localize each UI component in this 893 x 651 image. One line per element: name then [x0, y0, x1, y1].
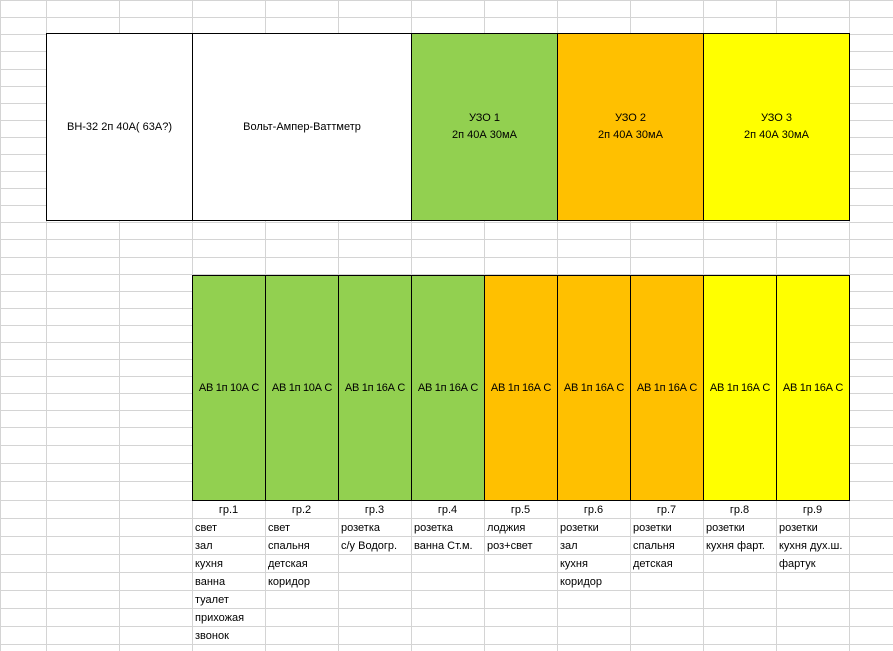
group-header: гр.9 — [802, 504, 823, 516]
group-item: ванна Ст.м. — [414, 540, 473, 552]
rcd-1-box-line: 2п 40А 30мА — [452, 129, 517, 141]
group-item: кухня дух.ш. — [779, 540, 843, 552]
group-item: детская — [633, 558, 673, 570]
breaker-3-box[interactable]: АВ 1п 16А С — [338, 275, 412, 501]
breaker-6-box[interactable]: АВ 1п 16А С — [557, 275, 631, 501]
breaker-label: АВ 1п 16А С — [636, 381, 698, 394]
rcd-1-box-line: УЗО 1 — [469, 112, 500, 124]
group-item: розетка — [341, 522, 380, 534]
main-switch-box[interactable]: ВН-32 2п 40А( 63А?) — [46, 33, 193, 221]
breaker-8-box[interactable]: АВ 1п 16А С — [703, 275, 777, 501]
group-item: спальня — [268, 540, 310, 552]
breaker-4-box[interactable]: АВ 1п 16А С — [411, 275, 485, 501]
rcd-2-box-line: УЗО 2 — [615, 112, 646, 124]
breaker-2-box[interactable]: АВ 1п 10А С — [265, 275, 339, 501]
breaker-5-box[interactable]: АВ 1п 16А С — [484, 275, 558, 501]
rcd-3-box-line: 2п 40А 30мА — [744, 129, 809, 141]
breaker-label: АВ 1п 16А С — [709, 381, 771, 394]
group-item: лоджия — [487, 522, 526, 534]
group-item: свет — [268, 522, 291, 534]
rcd-1-box[interactable]: УЗО 1 2п 40А 30мА — [411, 33, 558, 221]
breaker-label: АВ 1п 16А С — [344, 381, 406, 394]
rcd-3-box[interactable]: УЗО 3 2п 40А 30мА — [703, 33, 850, 221]
group-header: гр.4 — [437, 504, 458, 516]
group-item: детская — [268, 558, 308, 570]
group-item: кухня — [195, 558, 223, 570]
group-header: гр.8 — [729, 504, 750, 516]
group-header: гр.5 — [510, 504, 531, 516]
breaker-7-box[interactable]: АВ 1п 16А С — [630, 275, 704, 501]
group-item: коридор — [268, 576, 310, 588]
group-item: с/у Водогр. — [341, 540, 398, 552]
group-item: фартук — [779, 558, 816, 570]
rcd-2-box-line: 2п 40А 30мА — [598, 129, 663, 141]
breaker-9-box[interactable]: АВ 1п 16А С — [776, 275, 850, 501]
group-header: гр.3 — [364, 504, 385, 516]
group-item: звонок — [195, 630, 229, 642]
rcd-2-box[interactable]: УЗО 2 2п 40А 30мА — [557, 33, 704, 221]
group-header: гр.2 — [291, 504, 312, 516]
group-header: гр.6 — [583, 504, 604, 516]
group-item: кухня — [560, 558, 588, 570]
breaker-label: АВ 1п 16А С — [563, 381, 625, 394]
breaker-label: АВ 1п 16А С — [417, 381, 479, 394]
group-item: зал — [560, 540, 578, 552]
group-item: зал — [195, 540, 213, 552]
breaker-label: АВ 1п 16А С — [782, 381, 844, 394]
group-item: коридор — [560, 576, 602, 588]
group-item: розетки — [633, 522, 672, 534]
breaker-label: АВ 1п 16А С — [490, 381, 552, 394]
rcd-3-box-line: УЗО 3 — [761, 112, 792, 124]
group-item: спальня — [633, 540, 675, 552]
meter-box-line: Вольт-Ампер-Ваттметр — [243, 120, 361, 133]
group-item: розетки — [560, 522, 599, 534]
group-header: гр.7 — [656, 504, 677, 516]
group-item: розетка — [414, 522, 453, 534]
breaker-label: АВ 1п 10А С — [271, 381, 333, 394]
breaker-label: АВ 1п 10А С — [198, 381, 260, 394]
group-item: прихожая — [195, 612, 245, 624]
group-item: туалет — [195, 594, 229, 606]
group-item: свет — [195, 522, 218, 534]
breaker-1-box[interactable]: АВ 1п 10А С — [192, 275, 266, 501]
group-item: кухня фарт. — [706, 540, 765, 552]
group-item: роз+свет — [487, 540, 533, 552]
meter-box[interactable]: Вольт-Ампер-Ваттметр — [192, 33, 412, 221]
group-header: гр.1 — [218, 504, 239, 516]
group-item: розетки — [706, 522, 745, 534]
group-item: ванна — [195, 576, 226, 588]
group-item: розетки — [779, 522, 818, 534]
main-switch-box-line: ВН-32 2п 40А( 63А?) — [66, 120, 172, 133]
